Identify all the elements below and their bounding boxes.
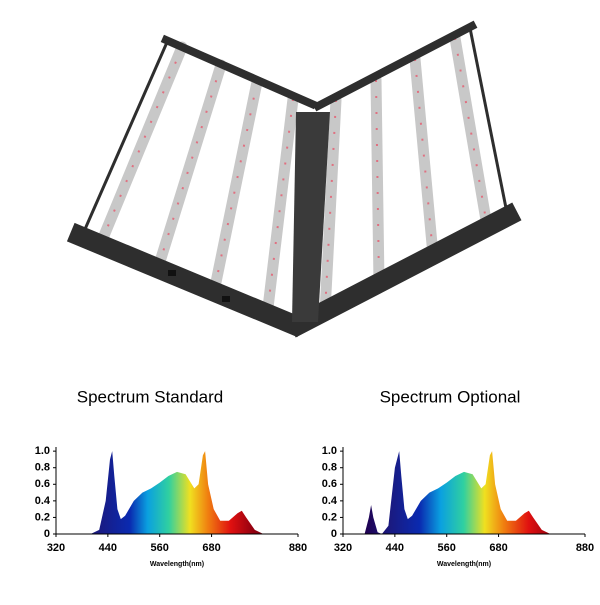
y-tick-label: 0 — [44, 528, 50, 540]
charts: Spectrum Standard 0 0.2 0.4 0.6 0.8 1.0 320 440 5… — [35, 387, 594, 567]
y-tick-label: 0.2 — [35, 511, 50, 523]
chart-title: Spectrum Optional — [380, 387, 521, 406]
x-tick-label: 880 — [289, 542, 307, 554]
product-image — [66, 20, 522, 338]
x-tick-label: 440 — [99, 542, 117, 554]
x-tick-label: 560 — [151, 542, 169, 554]
chart-title: Spectrum Standard — [77, 387, 223, 406]
x-axis-label: Wavelength(nm) — [150, 561, 204, 568]
x-tick-label: 680 — [489, 542, 507, 554]
spectrum-area — [364, 451, 551, 534]
y-tick-label: 0.8 — [35, 462, 50, 474]
x-tick-label: 320 — [47, 542, 65, 554]
x-axis-label: Wavelength(nm) — [437, 561, 491, 568]
y-tick-label: 1.0 — [35, 445, 50, 457]
y-tick-label: 0.4 — [322, 495, 338, 507]
x-tick-label: 440 — [386, 542, 404, 554]
x-tick-label: 880 — [576, 542, 594, 554]
spectrum-area — [90, 451, 264, 534]
y-tick-label: 0.6 — [35, 478, 50, 490]
x-tick-label: 680 — [202, 542, 220, 554]
y-tick-label: 0.4 — [35, 495, 51, 507]
y-tick-label: 0.6 — [322, 478, 337, 490]
y-tick-label: 0.2 — [322, 511, 337, 523]
y-tick-label: 0.8 — [322, 462, 337, 474]
y-tick-label: 1.0 — [322, 445, 337, 457]
x-tick-label: 560 — [438, 542, 456, 554]
y-tick-label: 0 — [331, 528, 337, 540]
x-tick-label: 320 — [334, 542, 352, 554]
